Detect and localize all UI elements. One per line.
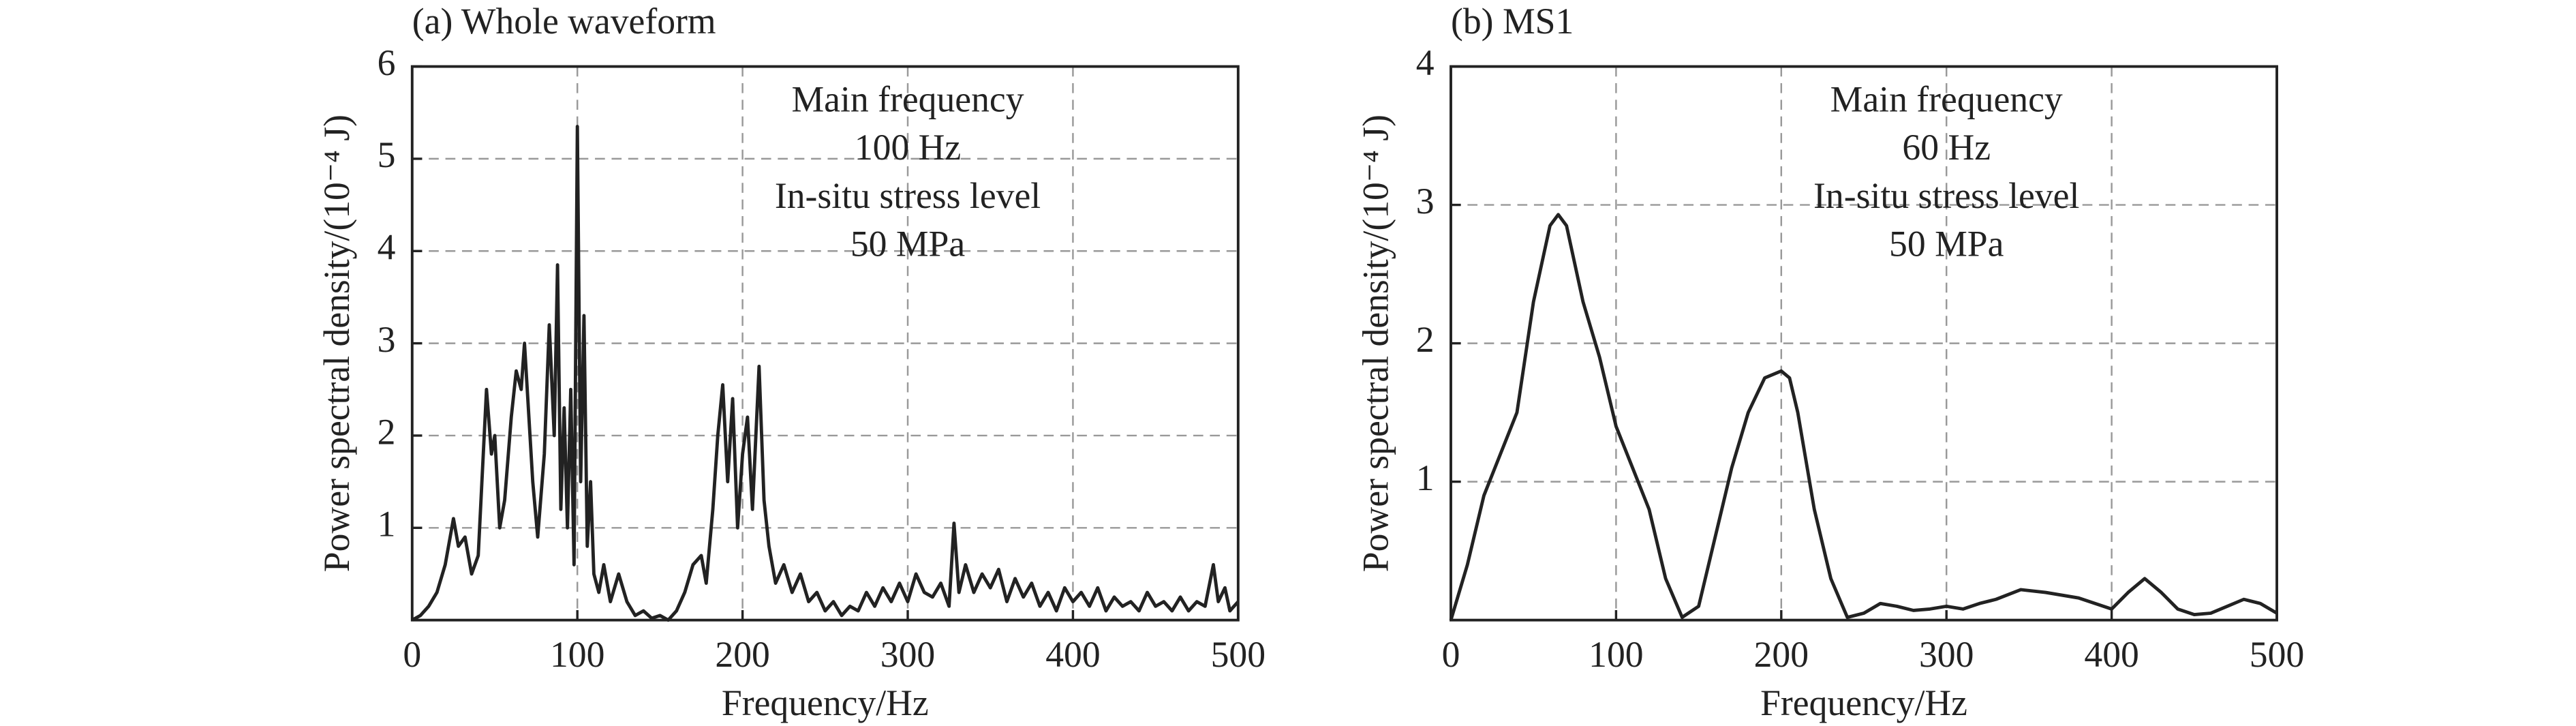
panel-title: (a) Whole waveform [412,1,716,42]
annotation: 60 Hz [1902,127,1991,168]
y-tick-label: 2 [378,411,396,452]
y-tick-label: 3 [1416,181,1435,222]
plot-frame [1450,65,2278,622]
annotation: 100 Hz [855,127,961,168]
x-tick-label: 500 [1211,634,1266,675]
x-tick-label: 200 [1754,634,1809,675]
x-tick-label: 500 [2250,634,2304,675]
data-line [411,125,1240,622]
x-tick-label: 300 [1919,634,1974,675]
y-tick-label: 1 [1416,457,1435,498]
y-axis-label: Power spectral density/(10⁻⁴ J) [1355,115,1396,572]
y-tick-label: 5 [378,134,396,175]
annotation: In-situ stress level [775,175,1041,216]
plot-frame [410,65,1240,622]
y-tick-label: 4 [1416,42,1435,83]
x-tick-label: 100 [1589,634,1643,675]
annotation: In-situ stress level [1813,175,2079,216]
annotation: Main frequency [791,79,1024,120]
y-tick-label: 4 [378,227,396,268]
x-axis-label: Frequency/Hz [1760,682,1967,723]
y-tick-label: 1 [378,504,396,545]
x-tick-label: 300 [880,634,935,675]
x-tick-label: 400 [1045,634,1100,675]
x-tick-label: 100 [550,634,604,675]
x-tick-label: 400 [2084,634,2138,675]
y-axis-label: Power spectral density/(10⁻⁴ J) [316,115,357,572]
x-tick-label: 0 [403,634,421,675]
panel-title: (b) MS1 [1451,1,1574,42]
data-line [1449,213,2278,621]
y-tick-label: 2 [1416,319,1435,360]
y-tick-label: 3 [378,319,396,360]
x-tick-label: 200 [715,634,769,675]
x-axis-label: Frequency/Hz [722,682,929,723]
annotation: 50 MPa [1889,224,2004,264]
x-tick-label: 0 [1442,634,1460,675]
annotation: Main frequency [1830,79,2063,120]
y-tick-label: 6 [378,42,396,83]
annotation: 50 MPa [850,224,966,264]
